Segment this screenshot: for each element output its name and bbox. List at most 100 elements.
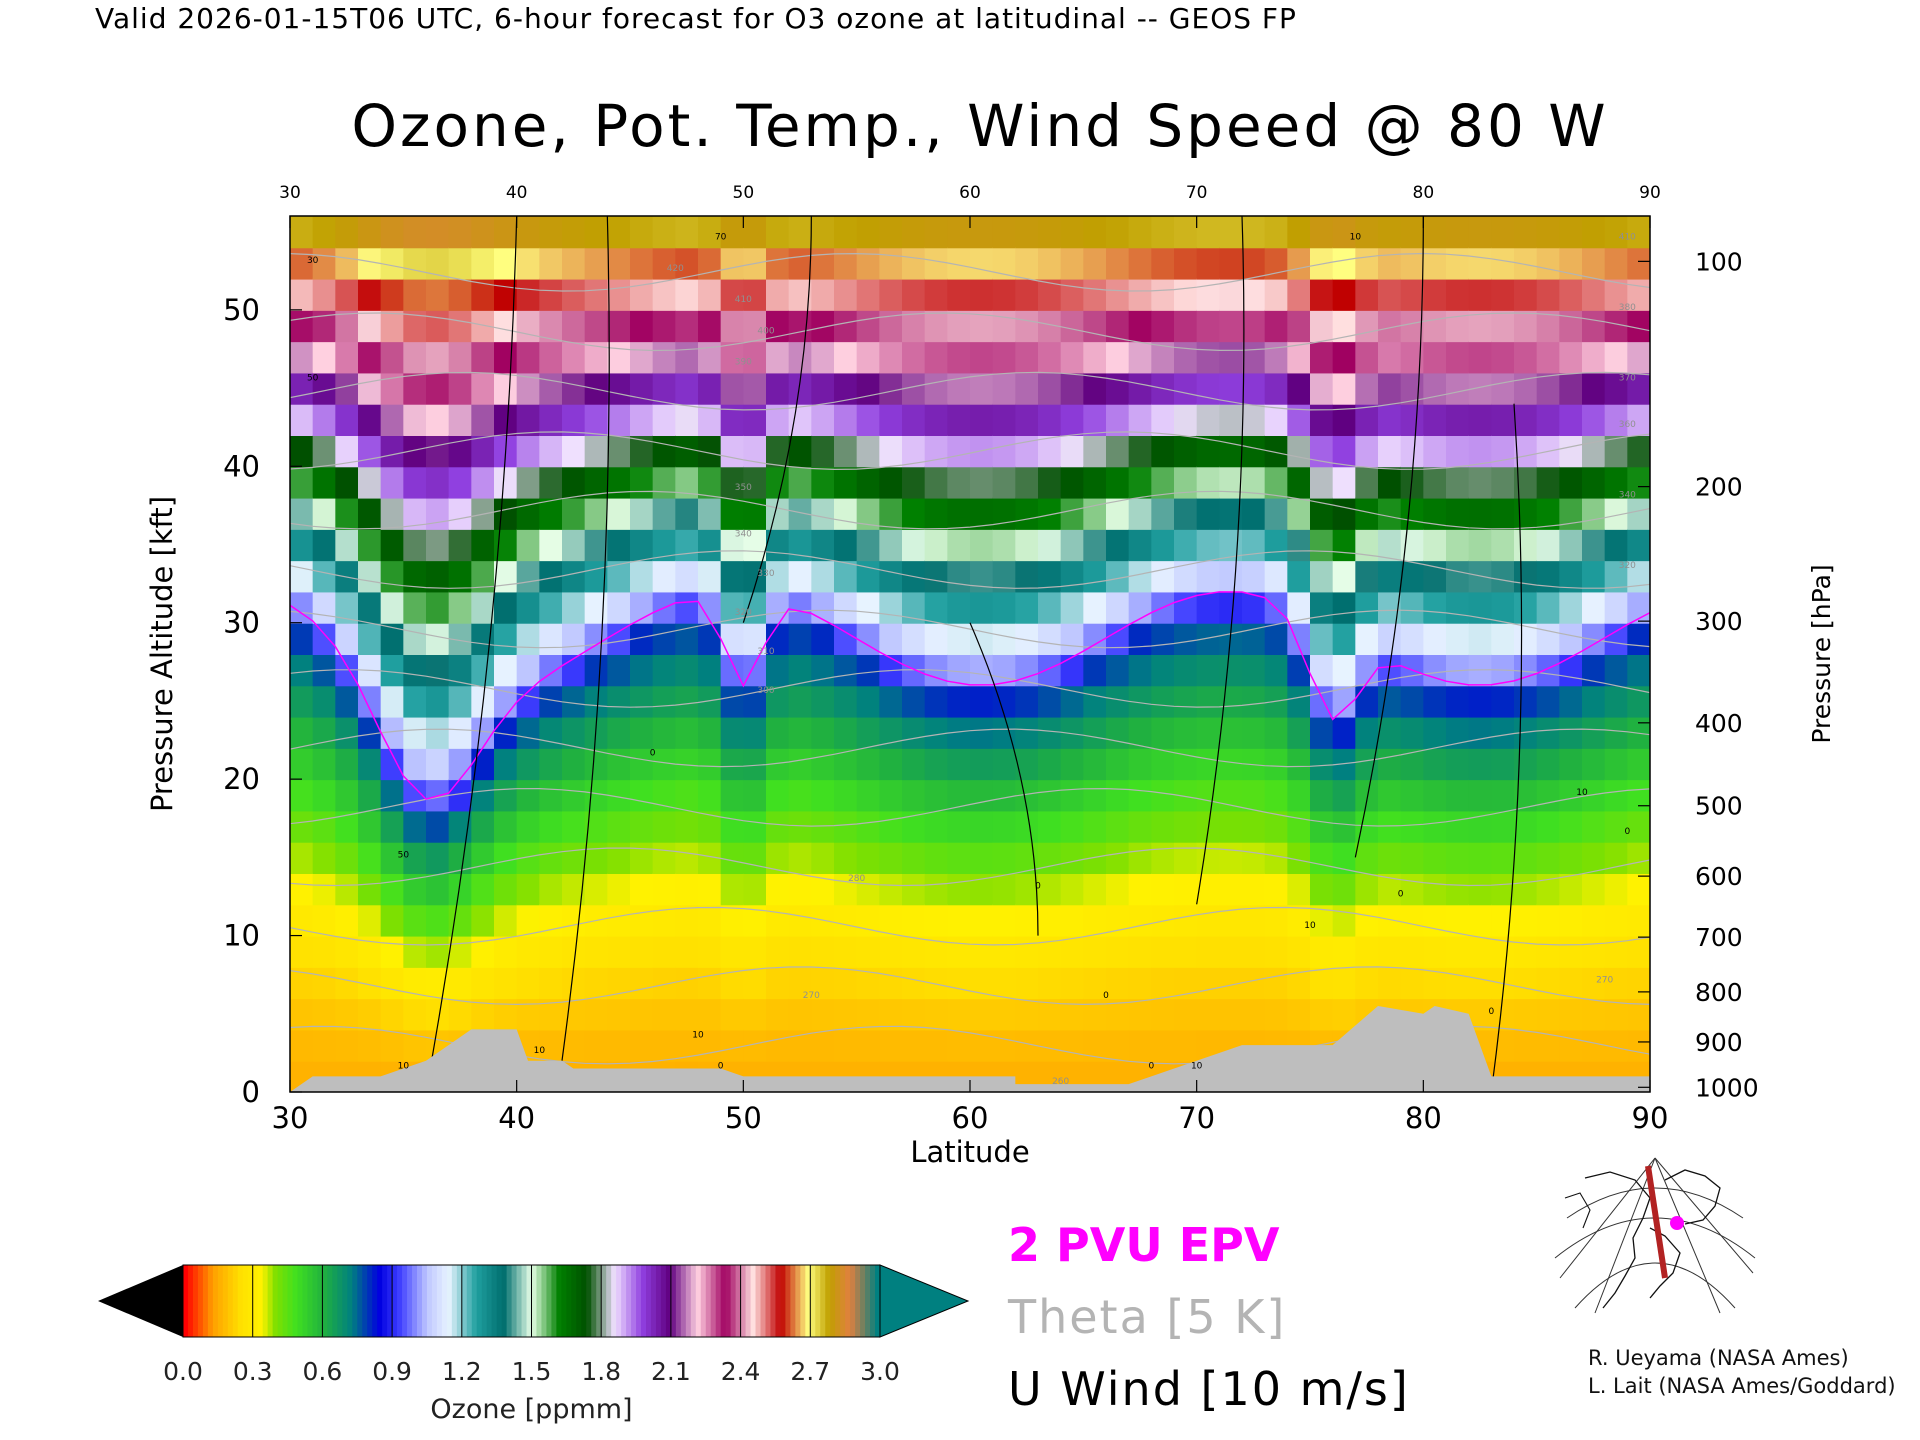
- credit-ueyama: R. Ueyama (NASA Ames): [1588, 1346, 1849, 1370]
- theta-label-3: 390: [735, 358, 752, 368]
- wind-label-15: 0: [1398, 889, 1404, 899]
- pressure-tick-600: 600: [1695, 862, 1743, 891]
- wind-label-17: 10: [1576, 788, 1588, 798]
- theta-label-6: 330: [757, 569, 774, 579]
- y-tick-0: 0: [242, 1075, 260, 1109]
- theta-label-0: 420: [667, 264, 684, 274]
- wind-label-16: 0: [1488, 1007, 1494, 1017]
- pressure-tick-1000: 1000: [1695, 1073, 1759, 1102]
- colorbar-tick-4: 1.2: [442, 1357, 482, 1386]
- x-tick-30: 30: [272, 1101, 309, 1135]
- colorbar-tick-0: 0.0: [163, 1357, 203, 1386]
- plot-area: 4204104003903503403303203103002802704103…: [290, 216, 1650, 1092]
- colorbar-tick-10: 3.0: [860, 1357, 900, 1386]
- x-tick-60: 60: [952, 1101, 989, 1135]
- theta-label-7: 320: [735, 608, 752, 618]
- wind-label-0: 70: [715, 232, 727, 242]
- wind-label-9: 0: [1035, 882, 1041, 892]
- theta-label-10: 280: [848, 874, 865, 884]
- cross-section-line: [1645, 1165, 1668, 1279]
- theta-label-4: 350: [735, 483, 752, 493]
- x-top-tick-50: 50: [733, 183, 755, 203]
- wind-label-5: 10: [534, 1046, 546, 1056]
- x-tick-50: 50: [725, 1101, 762, 1135]
- y-tick-50: 50: [223, 293, 260, 327]
- pressure-tick-200: 200: [1695, 473, 1743, 502]
- location-marker: [1670, 1216, 1684, 1230]
- theta-label-1: 410: [735, 295, 752, 305]
- wind-label-10: 0: [1103, 991, 1109, 1001]
- colorbar-tick-1: 0.3: [233, 1357, 273, 1386]
- chart-title: Ozone, Pot. Temp., Wind Speed @ 80 W: [351, 92, 1609, 160]
- x-axis-label: Latitude: [910, 1135, 1029, 1169]
- theta-label-18: 270: [1596, 976, 1613, 986]
- wind-label-6: 10: [692, 1030, 704, 1040]
- pressure-tick-700: 700: [1695, 923, 1743, 952]
- x-tick-70: 70: [1178, 1101, 1215, 1135]
- x-tick-90: 90: [1632, 1101, 1669, 1135]
- x-top-tick-70: 70: [1186, 183, 1208, 203]
- theta-label-17: 320: [1619, 561, 1636, 571]
- wind-label-4: 10: [398, 1062, 410, 1072]
- theta-label-19: 260: [1052, 1077, 1069, 1087]
- colorbar-low-arrow: [98, 1265, 183, 1337]
- ozone-colorbar: 0.0 0.3 0.6 0.9 1.2 1.5 1.8 2.1 2.4 2.7 3.0 Ozone […: [98, 1264, 970, 1425]
- legend-uwind: U Wind [10 m/s]: [1008, 1362, 1410, 1416]
- pressure-tick-800: 800: [1695, 978, 1743, 1007]
- theta-label-5: 340: [735, 530, 752, 540]
- colorbar-label: Ozone [ppmm]: [430, 1394, 632, 1425]
- colorbar-tick-8: 2.4: [721, 1357, 761, 1386]
- y-axis-label: Pressure Altitude [kft]: [145, 496, 179, 812]
- pressure-tick-400: 400: [1695, 709, 1743, 738]
- pressure-tick-100: 100: [1695, 247, 1743, 276]
- colorbar-high-arrow: [879, 1264, 970, 1338]
- wind-label-13: 10: [1304, 921, 1316, 931]
- legend-theta: Theta [5 K]: [1008, 1290, 1287, 1344]
- pressure-tick-500: 500: [1695, 792, 1743, 821]
- x-top-tick-80: 80: [1413, 183, 1435, 203]
- credit-lait: L. Lait (NASA Ames/Goddard): [1588, 1374, 1896, 1398]
- axes: 3030404050506060707080809090010203040501…: [145, 183, 1836, 1169]
- theta-label-12: 410: [1619, 232, 1636, 242]
- y-tick-30: 30: [223, 606, 260, 640]
- location-inset-map: [1554, 1157, 1756, 1314]
- y2-axis-label: Pressure [hPa]: [1807, 564, 1836, 743]
- theta-label-13: 380: [1619, 303, 1636, 313]
- legend-epv: 2 PVU EPV: [1008, 1218, 1280, 1272]
- y-tick-20: 20: [223, 762, 260, 796]
- x-top-tick-30: 30: [279, 183, 301, 203]
- theta-label-15: 360: [1619, 420, 1636, 430]
- x-top-tick-40: 40: [506, 183, 528, 203]
- pressure-tick-300: 300: [1695, 607, 1743, 636]
- x-tick-40: 40: [498, 1101, 535, 1135]
- theta-label-14: 370: [1619, 373, 1636, 383]
- wind-label-1: 50: [307, 373, 319, 383]
- colorbar-tick-7: 2.1: [651, 1357, 691, 1386]
- forecast-header: Valid 2026-01-15T06 UTC, 6-hour forecast…: [95, 2, 1297, 35]
- wind-label-2: 30: [307, 256, 319, 266]
- wind-label-12: 10: [1191, 1062, 1203, 1072]
- wind-label-8: 0: [718, 1062, 724, 1072]
- wind-label-18: 0: [1624, 827, 1630, 837]
- wind-label-14: 10: [1350, 232, 1362, 242]
- theta-label-2: 400: [757, 326, 774, 336]
- colorbar-tick-6: 1.8: [581, 1357, 621, 1386]
- x-top-tick-60: 60: [959, 183, 981, 203]
- pressure-tick-900: 900: [1695, 1028, 1743, 1057]
- theta-label-9: 300: [757, 686, 774, 696]
- colorbar-tick-3: 0.9: [372, 1357, 412, 1386]
- x-tick-80: 80: [1405, 1101, 1442, 1135]
- colorbar-tick-2: 0.6: [303, 1357, 343, 1386]
- y-tick-10: 10: [223, 919, 260, 953]
- x-top-tick-90: 90: [1639, 183, 1661, 203]
- theta-label-8: 310: [757, 647, 774, 657]
- colorbar-tick-9: 2.7: [790, 1357, 830, 1386]
- wind-label-3: 50: [398, 850, 410, 860]
- theta-label-16: 340: [1619, 491, 1636, 501]
- y-tick-40: 40: [223, 449, 260, 483]
- colorbar-tick-5: 1.5: [512, 1357, 552, 1386]
- wind-label-7: 0: [650, 749, 656, 759]
- theta-label-11: 270: [803, 991, 820, 1001]
- wind-label-11: 0: [1148, 1062, 1154, 1072]
